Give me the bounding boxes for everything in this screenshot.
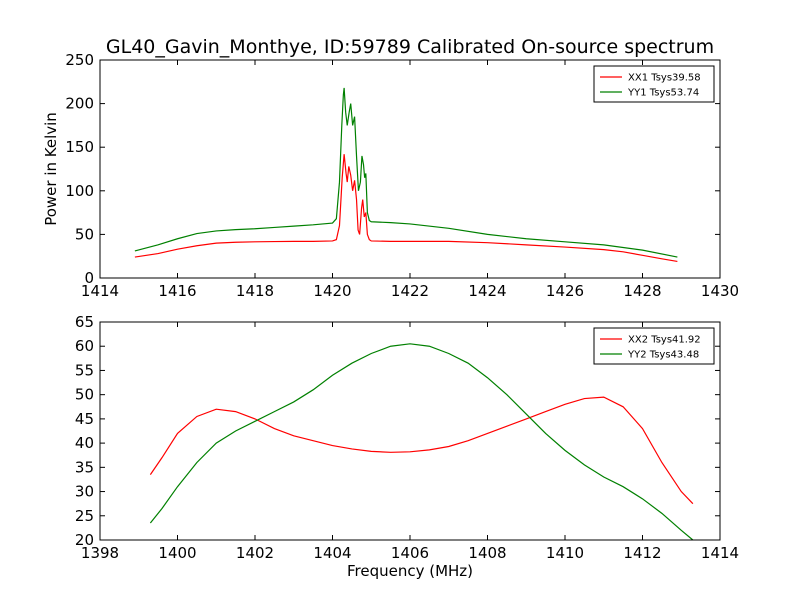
x-tick-label: 1400 [158,544,196,562]
legend-box [593,327,715,365]
y-tick-label: 25 [75,507,94,525]
chart-title: GL40_Gavin_Monthye, ID:59789 Calibrated … [106,36,714,58]
y-tick-label: 35 [75,458,94,476]
x-tick-label: 1418 [236,282,274,300]
x-tick-label: 1416 [158,282,196,300]
legend-bottom: XX2 Tsys41.92 YY2 Tsys43.48 [593,327,715,365]
legend-box [593,65,715,103]
y-tick-label: 55 [75,361,94,379]
top-spectrum-panel: 1414 1416 1418 1420 1422 1424 1426 1428 1430 0 50 1… [42,51,739,300]
y-tick-label: 0 [84,269,94,287]
y-tick-label: 50 [75,225,94,243]
series-line-bottom-1 [149,396,694,505]
x-tick-label: 1424 [468,282,506,300]
y-tick-label: 200 [65,95,94,113]
y-tick-label: 150 [65,138,94,156]
legend-entry: YY2 Tsys43.48 [627,350,699,361]
x-tick-label: 1428 [623,282,661,300]
legend-top: XX1 Tsys39.58 YY1 Tsys53.74 [593,65,715,103]
x-tick-label: 1406 [391,544,429,562]
y-tick-label: 20 [75,531,94,549]
x-tick-label: 1430 [701,282,739,300]
x-tick-label: 1408 [468,544,506,562]
series-line-top-2 [134,87,678,258]
y-tick-label: 250 [65,51,94,69]
x-tick-label: 1414 [701,544,739,562]
legend-entry: XX1 Tsys39.58 [628,73,701,84]
x-tick-label: 1402 [236,544,274,562]
x-tick-label: 1426 [546,282,584,300]
x-tick-label: 1414 [81,282,119,300]
legend-entry: YY1 Tsys53.74 [627,88,699,99]
y-tick-label: 45 [75,410,94,428]
y-tick-label: 65 [75,313,94,331]
x-tick-label: 1404 [313,544,351,562]
x-tick-label: 1398 [81,544,119,562]
bottom-spectrum-panel: 1398 1400 1402 1404 1406 1408 1410 1412 1414 20 25… [75,313,739,580]
legend-entry: XX2 Tsys41.92 [628,335,701,346]
x-tick-label: 1420 [313,282,351,300]
y-tick-label: 50 [75,386,94,404]
series-line-top-1 [134,154,678,263]
y-tick-label: 40 [75,434,94,452]
series-line-bottom-2 [149,343,694,541]
x-tick-label: 1410 [546,544,584,562]
y-tick-label: 30 [75,483,94,501]
x-tick-label: 1422 [391,282,429,300]
y-axis-label: Power in Kelvin [42,112,60,226]
y-tick-label: 60 [75,337,94,355]
x-axis-label: Frequency (MHz) [347,562,473,580]
y-tick-label: 100 [65,182,94,200]
x-tick-label: 1412 [623,544,661,562]
